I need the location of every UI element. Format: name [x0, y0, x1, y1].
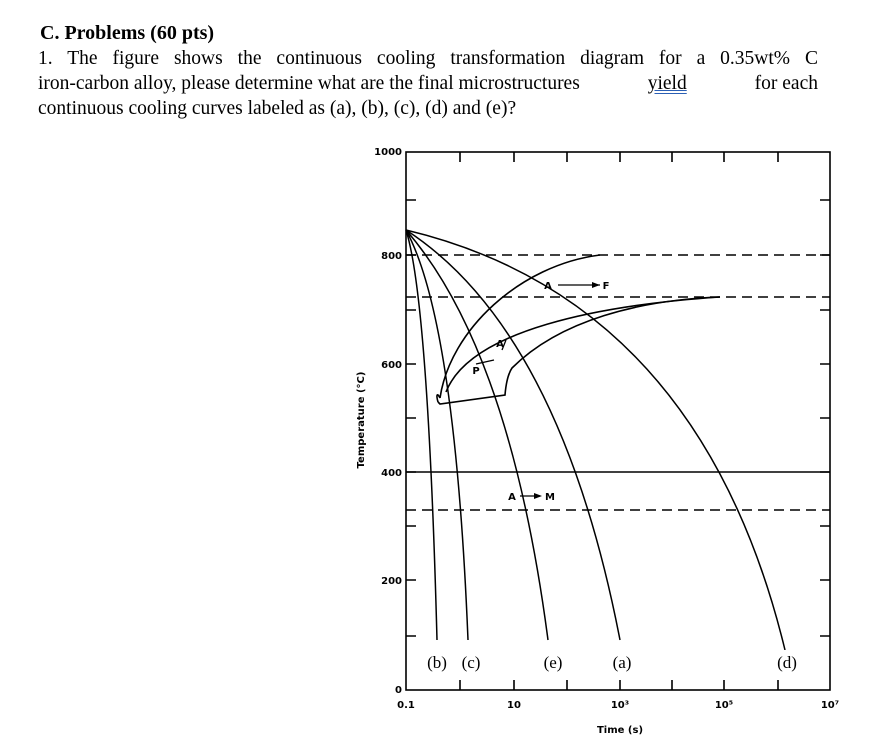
ferrite-start [439, 254, 601, 399]
region-label: F [603, 281, 610, 292]
y-ticks: 1000 800 600 400 200 0 [374, 147, 402, 696]
diagram-lines [405, 151, 831, 691]
text: for each [754, 73, 818, 94]
ticks [406, 152, 830, 690]
curve-labels: (b) (c) (e) (a) (d) [427, 653, 797, 672]
x-tick-label: 10 [507, 700, 521, 711]
curve-label: (b) [427, 653, 447, 672]
dashed-lines [406, 254, 830, 511]
curve-label: (c) [462, 653, 481, 672]
x-tick-label: 10⁵ [715, 700, 733, 711]
x-tick-label: 0.1 [397, 700, 415, 711]
curve-label: (a) [613, 653, 632, 672]
y-tick-label: 0 [395, 685, 402, 696]
arrows [475, 284, 600, 497]
y-tick-label: 800 [381, 251, 402, 262]
region-label: A [496, 339, 504, 350]
y-tick-label: 400 [381, 468, 402, 479]
nose [436, 393, 441, 403]
y-tick-label: 600 [381, 360, 402, 371]
underlined-word: yield [647, 73, 687, 94]
x-axis-label: Time (s) [597, 725, 643, 736]
pearlite-start [445, 296, 721, 393]
x-tick-label: 10⁷ [821, 700, 839, 711]
curve-label: (d) [777, 653, 797, 672]
text: iron-carbon alloy, please determine what… [38, 73, 580, 94]
x-ticks: 0.1 10 10³ 10⁵ 10⁷ [397, 700, 839, 711]
plot-frame [405, 151, 831, 691]
y-tick-label: 1000 [374, 147, 402, 158]
arrowheads [534, 282, 600, 499]
region-label: M [545, 492, 555, 503]
cooling-curves [405, 229, 786, 651]
question-line: 1. The figure shows the continuous cooli… [38, 48, 818, 69]
label-backdrop [418, 650, 808, 676]
pearlite-finish [437, 296, 721, 405]
region-label: A [544, 281, 552, 292]
x-tick-label: 10³ [611, 700, 629, 711]
y-tick-label: 200 [381, 576, 402, 587]
curve-label: (e) [544, 653, 563, 672]
question-line: continuous cooling curves labeled as (a)… [38, 98, 517, 119]
question-line: iron-carbon alloy, please determine what… [38, 73, 818, 95]
section-title: C. Problems (60 pts) [40, 22, 215, 44]
y-axis-label: Temperature (°C) [356, 372, 367, 469]
region-label: A [508, 492, 516, 503]
region-label: P [472, 366, 479, 377]
